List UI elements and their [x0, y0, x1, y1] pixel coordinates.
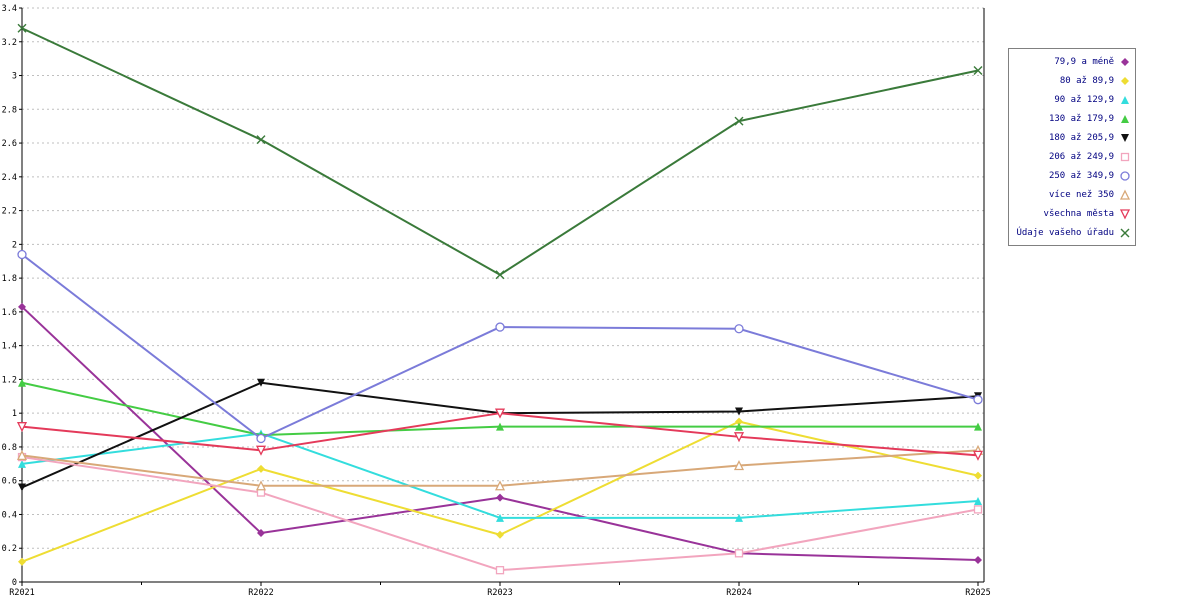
y-axis-tick-label: 2.8: [2, 105, 17, 115]
legend-marker-triangle-down-filled-icon: [1121, 133, 1129, 142]
y-axis-tick-label: 3.4: [2, 4, 17, 14]
legend-item: všechna města: [1013, 204, 1131, 223]
series-206-a-249-9: [17, 452, 983, 575]
legend-item: 206 až 249,9: [1013, 147, 1131, 166]
y-axis-tick-label: 2: [12, 240, 17, 250]
legend-item: 79,9 a méně: [1013, 52, 1131, 71]
legend-item: více než 350: [1013, 185, 1131, 204]
x-axis-tick-label: R2023: [487, 588, 513, 598]
legend-marker-triangle-filled-icon: [1121, 114, 1129, 123]
series-v-echna-m-sta: [16, 408, 984, 461]
y-axis-tick-label: 0.6: [2, 477, 17, 487]
legend-item-label: 250 až 349,9: [1048, 170, 1114, 181]
series-90-a-129-9: [18, 429, 982, 522]
y-axis-tick-label: 1.4: [2, 342, 17, 352]
y-axis-tick-label: 0.4: [2, 510, 17, 520]
legend-marker-circle-open-icon: [1120, 170, 1130, 181]
legend-marker-x-icon: [1120, 228, 1130, 237]
x-axis-tick-label: R2021: [9, 588, 35, 598]
series-80-a-89-9: [18, 417, 982, 566]
x-axis-tick-label: R2024: [726, 588, 752, 598]
x-axis-tick-label: R2025: [965, 588, 991, 598]
legend-item: 180 až 205,9: [1013, 128, 1131, 147]
y-axis-tick-label: 1: [12, 409, 17, 419]
legend-marker-triangle-down-open-icon: [1119, 208, 1131, 219]
series-v-ce-ne-350: [16, 444, 984, 491]
legend-marker-diamond-filled-icon: [1121, 57, 1129, 66]
legend-marker-triangle-open-icon: [1119, 189, 1131, 200]
legend-item-label: 90 až 129,9: [1054, 94, 1114, 105]
legend-item: Údaje vašeho úřadu: [1013, 223, 1131, 242]
y-axis-tick-label: 1.2: [2, 375, 17, 385]
series-180-a-205-9: [18, 378, 982, 492]
legend-item-label: všechna města: [1043, 208, 1114, 219]
y-axis-tick-label: 0.2: [2, 544, 17, 554]
legend-item-label: 80 až 89,9: [1059, 75, 1114, 86]
y-axis-tick-label: 2.6: [2, 139, 17, 149]
legend-marker-diamond-filled-icon: [1121, 76, 1129, 85]
gridlines: [22, 7, 984, 549]
y-axis-tick-label: 1.8: [2, 274, 17, 284]
legend-item-label: 130 až 179,9: [1048, 113, 1114, 124]
legend-item-label: 79,9 a méně: [1054, 56, 1114, 67]
legend-item: 90 až 129,9: [1013, 90, 1131, 109]
legend-marker-square-open-icon: [1120, 152, 1130, 161]
legend-marker-triangle-filled-icon: [1121, 95, 1129, 104]
y-axis-tick-label: 2.4: [2, 173, 17, 183]
y-axis-tick-label: 2.2: [2, 207, 17, 217]
axes: 0 0.2 0.4 0.6 0.8 1 1.2 1.4 1.6 1.8 2 2.2 2.4 2.6 2.8 3…: [2, 4, 991, 598]
y-axis-tick-label: 0: [12, 578, 17, 588]
series-250-a-349-9: [17, 249, 983, 444]
legend-item: 130 až 179,9: [1013, 109, 1131, 128]
legend-item-label: 180 až 205,9: [1048, 132, 1114, 143]
y-axis-tick-label: 1.6: [2, 308, 17, 318]
legend-item-label: více než 350: [1048, 189, 1114, 200]
legend-item: 80 až 89,9: [1013, 71, 1131, 90]
series-79-9-a-m-n-: [18, 302, 982, 565]
legend: 79,9 a méně 80 až 89,9 90 až 129,9 130 až 1…: [1008, 48, 1136, 246]
series--daje-va-eho-adu: [17, 23, 983, 280]
legend-item-label: Údaje vašeho úřadu: [1016, 227, 1114, 238]
legend-item-label: 206 až 249,9: [1048, 151, 1114, 162]
y-axis-tick-label: 3: [12, 72, 17, 82]
x-axis-tick-label: R2022: [248, 588, 274, 598]
legend-item: 250 až 349,9: [1013, 166, 1131, 185]
y-axis-tick-label: 0.8: [2, 443, 17, 453]
y-axis-tick-label: 3.2: [2, 38, 17, 48]
